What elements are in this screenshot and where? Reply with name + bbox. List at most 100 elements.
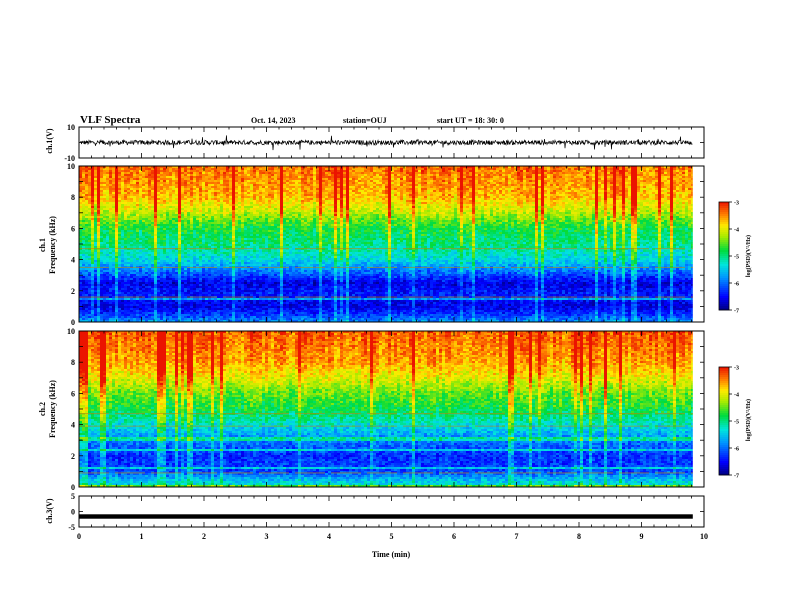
ch1-colorbar-swatch [719, 258, 729, 261]
ch2-colorbar-swatch [719, 453, 729, 456]
ch2-colorbar-swatch [719, 445, 729, 448]
ch1-colorbar-swatch [719, 244, 729, 247]
ch1-colorbar-swatch [719, 228, 729, 231]
ch2-colorbar-swatch [719, 461, 729, 464]
ch1-colorbar-swatch [719, 290, 729, 293]
ch2-colorbar-swatch [719, 399, 729, 402]
ch3-waveform-ytick-label: 5 [71, 492, 75, 501]
ch1-colorbar-swatch [719, 236, 729, 239]
ch1-colorbar-swatch [719, 226, 729, 229]
ch1-colorbar-swatch [719, 254, 729, 257]
ch1-spectrogram-ylabel: Frequency (kHz) [48, 216, 57, 274]
ch2-colorbar-swatch [719, 473, 729, 476]
ch1-colorbar-swatch [719, 220, 729, 223]
ch1-waveform-trace [79, 135, 693, 151]
figure-title: VLF Spectra [80, 114, 141, 126]
ch2-colorbar-swatch [719, 373, 729, 376]
x-axis-label: Time (min) [372, 550, 411, 559]
ch2-colorbar-swatch [719, 387, 729, 390]
ch2-colorbar-swatch [719, 435, 729, 438]
ch1-colorbar-tick-label: -3 [734, 201, 739, 207]
ch2-colorbar-swatch [719, 451, 729, 454]
ch1-colorbar-swatch [719, 262, 729, 265]
ch2-colorbar-swatch [719, 437, 729, 440]
ch2-colorbar-swatch [719, 471, 729, 474]
ch1-colorbar-swatch [719, 232, 729, 235]
ch2-colorbar-swatch [719, 417, 729, 420]
ch2-spectrogram-panel: 0 2 4 6 8 10 [67, 327, 705, 492]
ch1-waveform-panel: 10 -10 [64, 123, 705, 163]
ch1-colorbar-swatch [719, 304, 729, 307]
ch1-colorbar-swatch [719, 234, 729, 237]
ch2-colorbar-swatch [719, 385, 729, 388]
ch1-colorbar-swatch [719, 284, 729, 287]
ch2-colorbar-swatch [719, 405, 729, 408]
ch2-colorbar-swatch [719, 383, 729, 386]
ch2-colorbar-tick-label: -5 [734, 420, 739, 426]
ch2-colorbar-swatch [719, 381, 729, 384]
ch2-colorbar-swatch [719, 391, 729, 394]
ch1-colorbar-swatch [719, 218, 729, 221]
ch2-colorbar-tick-label: -3 [734, 366, 739, 372]
ch1-colorbar-tick-label: -5 [734, 255, 739, 261]
ch2-colorbar-swatch [719, 389, 729, 392]
ch1-colorbar-swatch [719, 270, 729, 273]
ch3-waveform-panel: 50-50 1 2 3 4 5 6 7 8 9 10 [68, 492, 708, 541]
ch1-colorbar: -3 -4 -5 -6 -7 [718, 201, 739, 315]
ch1-colorbar-swatch [719, 300, 729, 303]
ch2-spectrogram-ylabel: Frequency (kHz) [48, 380, 57, 438]
ch1-colorbar-swatch [719, 268, 729, 271]
ch2-colorbar-tick-label: -4 [734, 393, 739, 399]
ch2-spectrogram-ytick-label: 10 [67, 327, 75, 336]
figure-start-time: start UT = 18: 30: 0 [437, 116, 504, 125]
x-tick-label: 3 [265, 532, 269, 541]
ch2-colorbar: -3 -4 -5 -6 -7 [718, 366, 739, 480]
ch2-colorbar-swatch [719, 401, 729, 404]
ch1-colorbar-swatch [719, 210, 729, 213]
ch1-colorbar-swatch [719, 280, 729, 283]
ch1-colorbar-swatch [719, 276, 729, 279]
ch2-spectrogram-ytick-label: 2 [71, 452, 75, 461]
ch2-colorbar-swatch [719, 455, 729, 458]
ch2-colorbar-swatch [719, 411, 729, 414]
ch1-spectrogram-ytick-label: 0 [71, 318, 75, 327]
ch2-colorbar-swatch [719, 407, 729, 410]
ch1-waveform-ylabel: ch.1(V) [45, 128, 54, 153]
ch1-colorbar-swatch [719, 274, 729, 277]
x-tick-label: 4 [327, 532, 331, 541]
x-tick-label: 0 [77, 532, 81, 541]
ch1-colorbar-swatch [719, 256, 729, 259]
ch2-spectrogram-ytick-label: 0 [71, 483, 75, 492]
ch1-colorbar-swatch [719, 208, 729, 211]
ch1-colorbar-swatch [719, 248, 729, 251]
ch3-waveform-ylabel: ch.3(V) [45, 498, 54, 523]
x-tick-label: 2 [202, 532, 206, 541]
ch1-colorbar-swatch [719, 250, 729, 253]
ch2-colorbar-swatch [719, 469, 729, 472]
x-tick-label: 5 [390, 532, 394, 541]
ch1-colorbar-swatch [719, 206, 729, 209]
ch1-colorbar-swatch [719, 296, 729, 299]
ch2-colorbar-swatch [719, 409, 729, 412]
x-tick-label: 6 [452, 532, 456, 541]
ch1-colorbar-swatch [719, 272, 729, 275]
ch2-colorbar-swatch [719, 429, 729, 432]
ch1-colorbar-swatch [719, 202, 729, 205]
ch2-spectrogram-ytick-label: 6 [71, 389, 75, 398]
ch2-colorbar-swatch [719, 425, 729, 428]
x-tick-label: 9 [640, 532, 644, 541]
ch2-colorbar-swatch [719, 459, 729, 462]
ch2-colorbar-swatch [719, 415, 729, 418]
ch1-colorbar-swatch [719, 286, 729, 289]
ch2-spectrogram-ytick-label: 8 [71, 358, 75, 367]
ch1-spectrogram-ytick-label: 8 [71, 193, 75, 202]
ch1-colorbar-swatch [719, 264, 729, 267]
ch1-colorbar-swatch [719, 260, 729, 263]
ch2-colorbar-swatch [719, 427, 729, 430]
ch1-colorbar-swatch [719, 294, 729, 297]
ch1-colorbar-swatch [719, 298, 729, 301]
ch1-colorbar-swatch [719, 240, 729, 243]
x-tick-label: 7 [515, 532, 519, 541]
ch2-colorbar-swatch [719, 403, 729, 406]
